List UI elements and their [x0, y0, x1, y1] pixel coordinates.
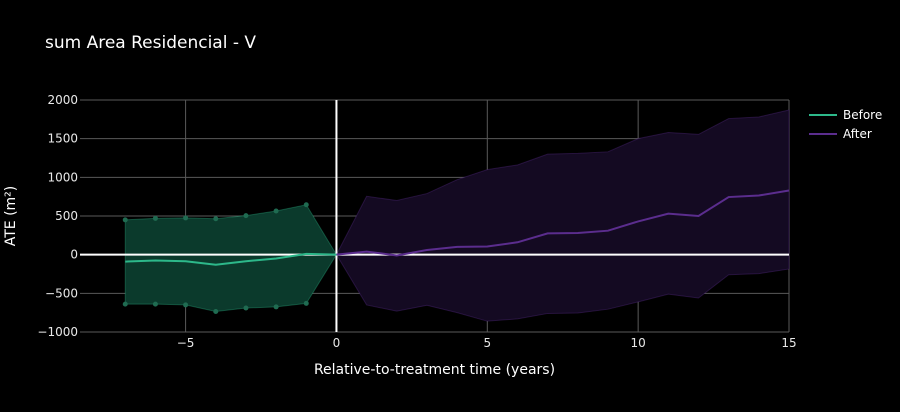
x-tick-label: 0	[333, 336, 341, 350]
lower-bound-point	[243, 305, 249, 311]
y-tick-label: −500	[45, 286, 78, 300]
x-tick-labels: −5 0 5 10 15	[177, 336, 797, 350]
legend-item-after[interactable]: After	[809, 127, 872, 141]
lower-bound-point	[273, 304, 279, 310]
y-tick-label: −1000	[37, 325, 78, 339]
lower-bound-point	[152, 301, 158, 307]
lower-bound-point	[183, 302, 189, 308]
upper-bound-point	[152, 215, 158, 221]
upper-bound-point	[122, 217, 128, 223]
upper-bound-point	[243, 213, 249, 219]
legend[interactable]: Before After	[809, 108, 882, 141]
y-axis-label: ATE (m²)	[3, 186, 19, 247]
y-tick-labels: −1000 −500 0 500 1000 1500 2000	[37, 93, 78, 339]
upper-bound-point	[213, 216, 219, 222]
y-tick-label: 2000	[47, 93, 78, 107]
confidence-band-after	[335, 109, 790, 322]
series-lines	[125, 189, 790, 266]
x-tick-label: 5	[483, 336, 491, 350]
y-tick-label: 1000	[47, 170, 78, 184]
confidence-bands	[122, 109, 790, 322]
series-line-after	[336, 189, 790, 257]
upper-bound-point	[183, 215, 189, 221]
lower-bound-point	[213, 309, 219, 315]
legend-item-before[interactable]: Before	[809, 108, 882, 122]
legend-label: After	[843, 127, 872, 141]
upper-bound-point	[273, 208, 279, 214]
y-tick-label: 500	[55, 209, 78, 223]
lower-bound-point	[303, 300, 309, 306]
series-line-before	[125, 252, 337, 266]
zero-lines	[80, 100, 789, 332]
confidence-band-before	[124, 204, 338, 313]
legend-label: Before	[843, 108, 882, 122]
x-tick-label: −5	[177, 336, 195, 350]
lower-bound-point	[122, 301, 128, 307]
upper-bound-point	[303, 202, 309, 208]
y-tick-label: 1500	[47, 132, 78, 146]
y-tick-label: 0	[70, 248, 78, 262]
x-axis-label: Relative-to-treatment time (years)	[314, 362, 555, 378]
x-tick-label: 10	[631, 336, 646, 350]
chart-title: sum Area Residencial - V	[45, 33, 257, 53]
x-tick-label: 15	[781, 336, 796, 350]
